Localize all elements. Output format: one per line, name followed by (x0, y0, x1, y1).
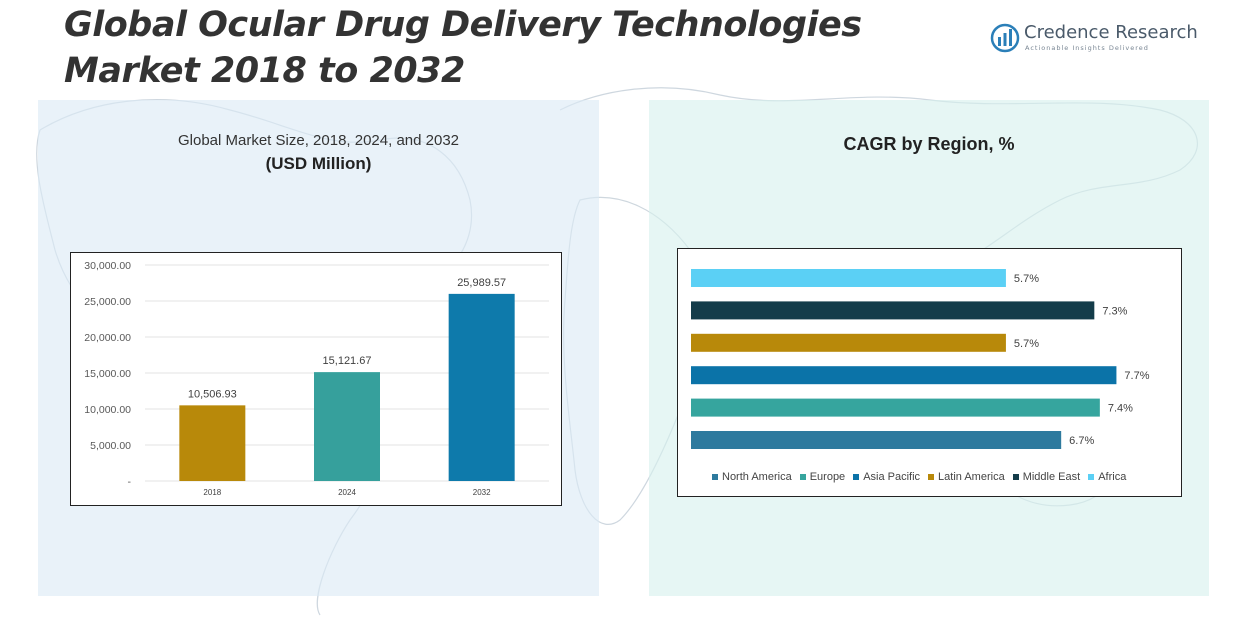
bar-value-label: 7.7% (1124, 370, 1149, 382)
bar-2032 (448, 293, 515, 481)
bar-asia-pacific (691, 366, 1117, 385)
bar-value-label: 6.7% (1069, 435, 1094, 447)
cagr-title: CAGR by Region, % (843, 134, 1015, 154)
y-tick-label: - (128, 476, 132, 488)
logo-tagline: Actionable Insights Delivered (1025, 44, 1149, 52)
legend-label: Europe (809, 471, 846, 483)
bar-north-america (691, 431, 1062, 449)
legend-label: Latin America (938, 471, 1005, 483)
legend-item: Asia Pacific (853, 471, 920, 483)
market-size-subtitle: Global Market Size, 2018, 2024, and 2032 (177, 132, 460, 149)
bar-africa (691, 269, 1006, 287)
bar-latin-america (691, 333, 1006, 352)
y-tick-label: 10,000.00 (84, 404, 131, 416)
market-size-unit: (USD Million) (265, 154, 372, 173)
page-title: Global Ocular Drug Delivery Technologies… (64, 2, 862, 94)
legend-label: North America (722, 471, 792, 483)
bar-middle-east (691, 301, 1095, 320)
y-tick-label: 30,000.00 (84, 260, 131, 272)
logo-name: Credence Research (1024, 22, 1198, 43)
page-title-line2: Market 2018 to 2032 (64, 51, 465, 91)
legend-label: Africa (1098, 471, 1127, 483)
legend-item: Europe (799, 471, 846, 483)
cagr-bar-chart: 6.7% 7.4% 7.7% 5.7% 7.3% 5.7% (691, 269, 1150, 449)
x-tick-label: 2018 (203, 488, 221, 497)
legend-item: Africa (1088, 471, 1126, 483)
legend-swatch (928, 474, 935, 480)
legend-swatch (1012, 474, 1019, 480)
x-tick-label: 2024 (338, 488, 356, 497)
credence-logo-icon (990, 23, 1020, 53)
market-size-chart: - 5,000.00 10,000.00 15,000.00 20,000.00 25,0… (70, 252, 562, 506)
market-size-bar-chart: - 5,000.00 10,000.00 15,000.00 20,000.00 25,0… (84, 260, 549, 497)
y-tick-label: 25,000.00 (84, 296, 131, 308)
cagr-legend: North America Europe Asia Pacific Latin Ame… (712, 471, 1126, 483)
legend-label: Asia Pacific (863, 471, 921, 483)
bar-value-label: 25,989.57 (457, 277, 506, 289)
y-tick-label: 20,000.00 (84, 332, 131, 344)
cagr-chart: 6.7% 7.4% 7.7% 5.7% 7.3% 5.7% North America Eu… (677, 248, 1182, 497)
bar-europe (691, 398, 1100, 417)
legend-swatch (853, 474, 860, 480)
bar-value-label: 7.3% (1102, 305, 1127, 317)
bar-value-label: 5.7% (1014, 338, 1039, 350)
bar-2024 (314, 372, 380, 481)
legend-swatch (1088, 474, 1095, 480)
bar-value-label: 10,506.93 (188, 388, 237, 400)
bar-2018 (179, 405, 246, 481)
y-tick-label: 15,000.00 (84, 368, 131, 380)
bar-value-label: 5.7% (1014, 273, 1039, 285)
legend-item: Latin America (928, 471, 1005, 483)
legend-swatch (799, 474, 806, 480)
legend-item: Middle East (1012, 471, 1081, 483)
bar-value-label: 15,121.67 (323, 355, 372, 367)
x-tick-label: 2032 (473, 488, 491, 497)
legend-label: Middle East (1022, 471, 1081, 483)
credence-research-logo: Credence Research Actionable Insights De… (990, 22, 1198, 56)
legend-swatch (712, 474, 718, 480)
bar-value-label: 7.4% (1108, 403, 1133, 415)
legend-item: North America (712, 471, 792, 483)
y-tick-label: 5,000.00 (90, 440, 131, 452)
page-title-line1: Global Ocular Drug Delivery Technologies (64, 5, 862, 45)
